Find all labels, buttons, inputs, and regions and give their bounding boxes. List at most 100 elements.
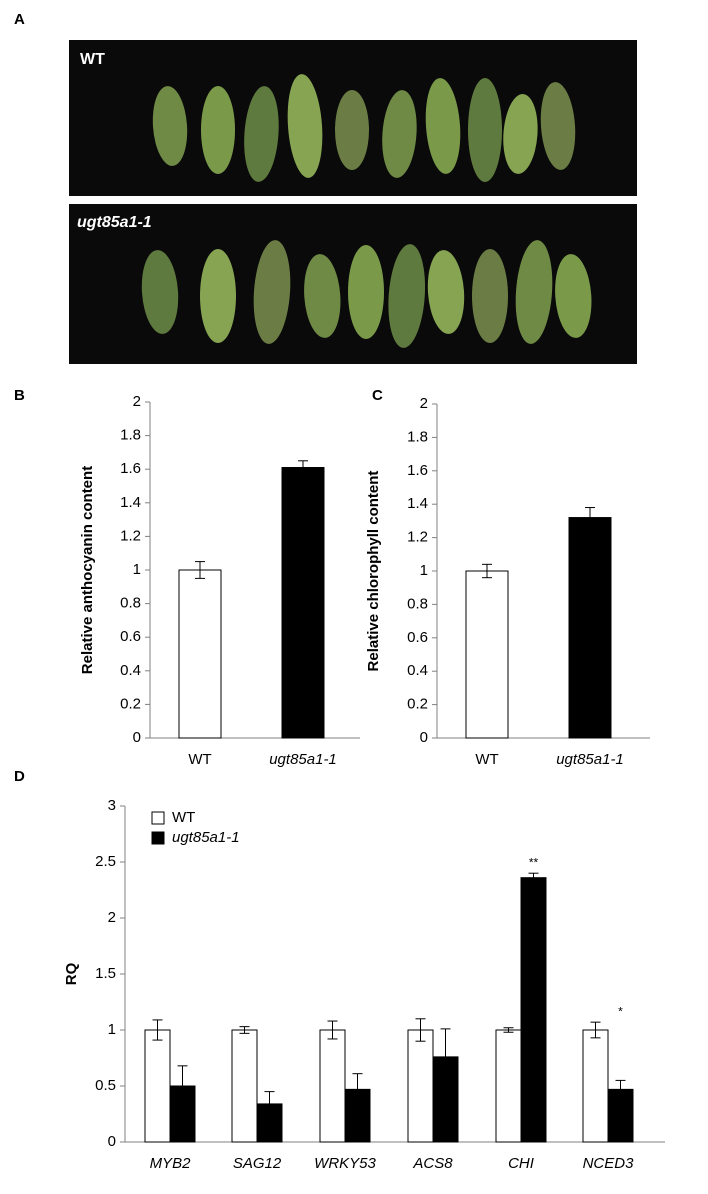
leaf (515, 240, 553, 344)
x-tick-label: NCED3 (583, 1155, 635, 1172)
y-tick-label: 0.2 (120, 695, 141, 712)
error-bar (590, 1021, 601, 1039)
panel-label: D (14, 768, 25, 785)
x-tick-label: WT (475, 751, 498, 768)
leaf (304, 254, 341, 338)
y-tick-label: 0 (108, 1133, 116, 1150)
y-tick-label: 1.4 (407, 495, 428, 512)
error-bar (352, 1073, 363, 1106)
y-tick-label: 1.6 (407, 462, 428, 479)
photo-label: WT (80, 51, 105, 68)
photo-label: ugt85a1-1 (77, 214, 152, 231)
leaf (141, 250, 179, 334)
error-bar (195, 561, 205, 579)
y-tick-label: 0.5 (95, 1077, 116, 1094)
panel-label: C (372, 387, 383, 404)
leaf (468, 78, 502, 182)
y-tick-label: 1 (420, 562, 428, 579)
bar (465, 570, 509, 739)
bar (281, 467, 325, 739)
leaf (540, 82, 576, 170)
x-tick-label: WRKY53 (314, 1155, 376, 1172)
y-tick-label: 2 (420, 395, 428, 412)
panel-label: B (14, 387, 25, 404)
panel-label: A (14, 11, 25, 28)
legend-label: ugt85a1-1 (172, 829, 240, 846)
x-tick-label: ACS8 (412, 1155, 453, 1172)
bar (407, 1029, 434, 1143)
y-tick-label: 1 (108, 1021, 116, 1038)
y-tick-label: 0.8 (407, 595, 428, 612)
y-tick-label: 0.8 (120, 595, 141, 612)
y-tick-label: 2.5 (95, 853, 116, 870)
error-bar (327, 1020, 338, 1040)
leaf (253, 240, 291, 344)
x-tick-label: SAG12 (233, 1155, 282, 1172)
y-tick-label: 2 (133, 393, 141, 410)
y-axis-label: Relative anthocyanin content (79, 466, 96, 674)
error-bar (177, 1065, 188, 1107)
error-bar (482, 563, 492, 579)
legend-swatch (151, 811, 165, 825)
error-bar (615, 1079, 626, 1099)
y-tick-label: 1.2 (407, 529, 428, 546)
x-tick-label: CHI (508, 1155, 534, 1172)
leaf (287, 74, 323, 178)
y-tick-label: 0.6 (407, 629, 428, 646)
leaf (348, 245, 384, 339)
leaf (503, 94, 538, 174)
y-tick-label: 0.4 (407, 662, 428, 679)
leaf (152, 86, 188, 166)
error-bar (239, 1026, 250, 1034)
leaf (335, 90, 369, 170)
bar (178, 569, 222, 739)
y-tick-label: 1.2 (120, 527, 141, 544)
y-tick-label: 0.2 (407, 696, 428, 713)
leaf (382, 90, 417, 178)
y-tick-label: 1 (133, 561, 141, 578)
annotation: ** (529, 855, 539, 869)
y-axis-label: Relative chlorophyll content (365, 471, 382, 672)
leaf (200, 249, 236, 343)
legend-label: WT (172, 809, 195, 826)
y-tick-label: 1.6 (120, 460, 141, 477)
x-tick-label: ugt85a1-1 (269, 751, 337, 768)
x-tick-label: MYB2 (150, 1155, 192, 1172)
y-tick-label: 0 (420, 729, 428, 746)
y-tick-label: 0.6 (120, 628, 141, 645)
annotation: * (618, 1004, 623, 1018)
leaf (427, 250, 465, 334)
leaf (555, 254, 592, 338)
error-bar (152, 1019, 163, 1041)
y-tick-label: 1.8 (120, 427, 141, 444)
leaf (201, 86, 235, 174)
leaf (472, 249, 508, 343)
error-bar (440, 1028, 451, 1086)
y-tick-label: 1.4 (120, 494, 141, 511)
error-bar (264, 1091, 275, 1117)
y-tick-label: 0.4 (120, 662, 141, 679)
y-tick-label: 3 (108, 797, 116, 814)
error-bar (528, 872, 539, 883)
leaves (141, 74, 592, 348)
y-tick-label: 1.8 (407, 428, 428, 445)
bar (495, 1029, 522, 1143)
bar (319, 1029, 346, 1143)
legend-swatch (151, 831, 165, 845)
bar (144, 1029, 171, 1143)
x-tick-label: ugt85a1-1 (556, 751, 624, 768)
bar (568, 517, 612, 739)
y-tick-label: 2 (108, 909, 116, 926)
x-tick-label: WT (188, 751, 211, 768)
error-bar (503, 1027, 514, 1033)
leaf (425, 78, 461, 174)
y-tick-label: 1.5 (95, 965, 116, 982)
y-axis-label: RQ (63, 962, 80, 985)
bar (231, 1029, 258, 1143)
bar (520, 877, 547, 1143)
leaf (388, 244, 426, 348)
error-bar (415, 1018, 426, 1042)
error-bar (298, 460, 308, 475)
error-bar (585, 507, 595, 529)
